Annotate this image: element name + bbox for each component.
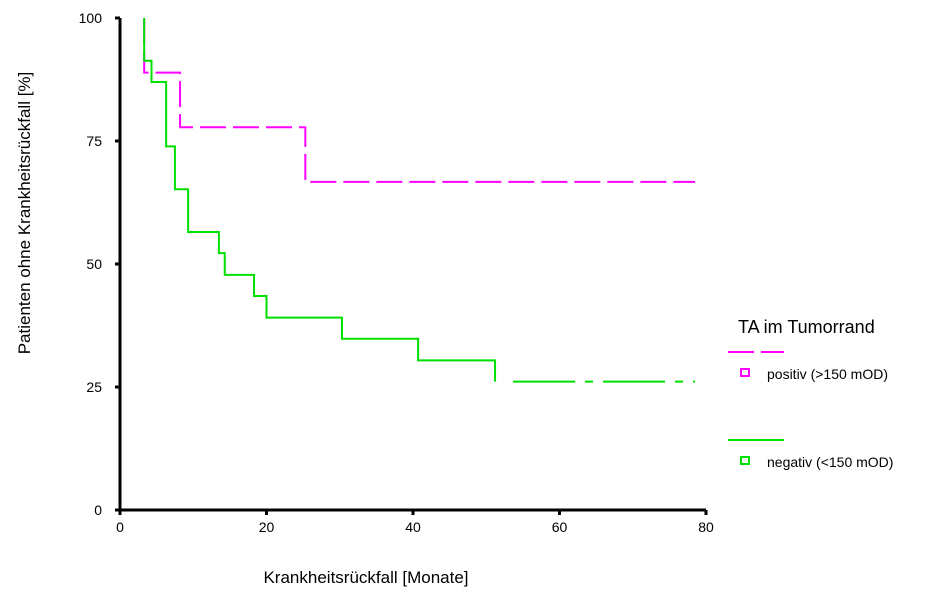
legend-label-positiv: positiv (>150 mOD) — [767, 366, 888, 382]
y-tick-label: 75 — [86, 133, 102, 149]
legend-marker-positiv — [740, 368, 750, 377]
y-tick-label: 25 — [86, 379, 102, 395]
series-layer — [143, 18, 696, 383]
legend-title: TA im Tumorrand — [738, 317, 875, 337]
legend-label-negativ: negativ (<150 mOD) — [767, 454, 893, 470]
y-axis-title: Patienten ohne Krankheitsrückfall [%] — [15, 72, 34, 355]
x-tick-label: 40 — [405, 519, 421, 535]
y-tick-label: 50 — [86, 256, 102, 272]
series-positiv-line — [143, 18, 696, 183]
y-tick-label: 0 — [94, 502, 102, 518]
y-tick-label: 100 — [79, 10, 103, 26]
series-negativ-line — [143, 18, 497, 382]
x-tick-label: 20 — [259, 519, 275, 535]
x-tick-label: 60 — [552, 519, 568, 535]
legend-marker-negativ — [740, 456, 750, 465]
legend: TA im Tumorrand positiv (>150 mOD) negati… — [728, 317, 893, 470]
x-tick-label: 0 — [116, 519, 124, 535]
x-tick-label: 80 — [698, 519, 714, 535]
x-axis-title: Krankheitsrückfall [Monate] — [263, 568, 468, 587]
axes: 0 25 50 75 100 0 20 40 60 80 — [79, 10, 714, 535]
